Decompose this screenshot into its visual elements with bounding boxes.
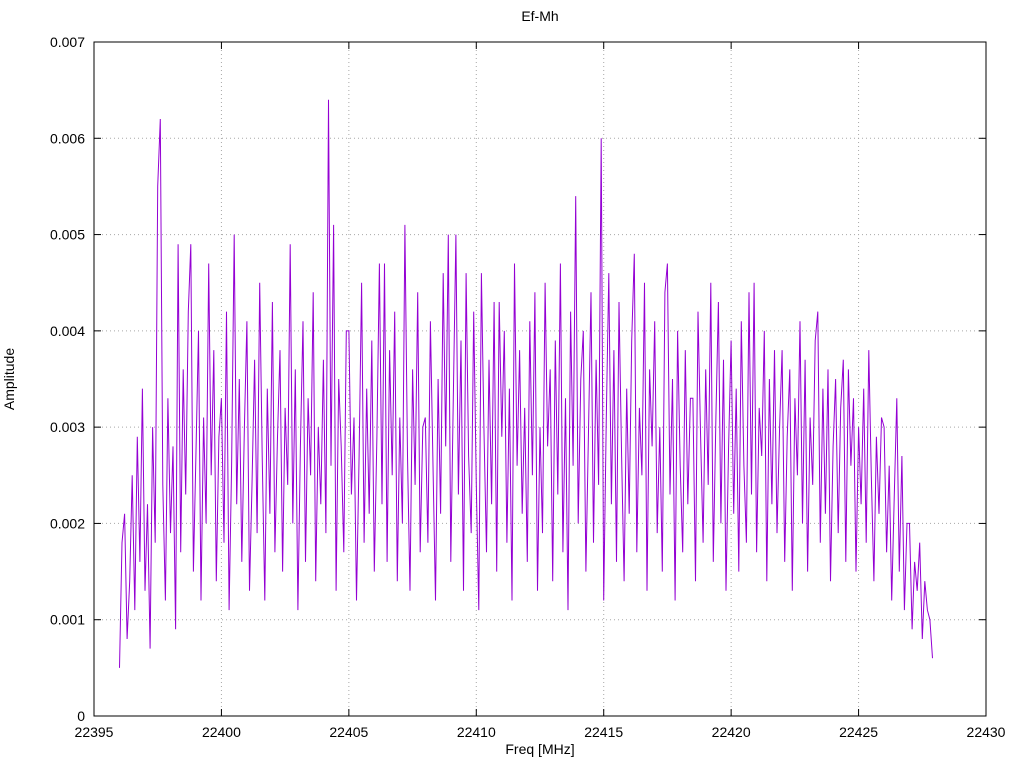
y-tick-label: 0.006: [50, 130, 85, 146]
signal-trace: [119, 99, 933, 668]
y-tick-label: 0.001: [50, 612, 85, 628]
y-tick-label: 0.004: [50, 323, 85, 339]
plot-frame: [93, 41, 987, 717]
grid-lines: [93, 41, 987, 717]
x-tick-label: 22420: [712, 724, 751, 740]
tick-labels: 22395 22400 22405 22410 22415 22420 22425 22430…: [50, 34, 1006, 740]
y-tick-label: 0.003: [50, 419, 85, 435]
x-tick-label: 22410: [457, 724, 496, 740]
x-tick-label: 22415: [584, 724, 623, 740]
y-tick-label: 0.007: [50, 34, 85, 50]
data-series: [119, 99, 933, 668]
y-tick-label: 0.005: [50, 227, 85, 243]
chart-title: Ef-Mh: [521, 8, 558, 24]
x-tick-label: 22405: [329, 724, 368, 740]
plot-border: [93, 41, 987, 717]
x-tick-label: 22425: [839, 724, 878, 740]
x-tick-label: 22400: [202, 724, 241, 740]
y-axis-label: Amplitude: [1, 348, 17, 410]
x-axis-label: Freq [MHz]: [505, 741, 574, 757]
y-tick-label: 0: [77, 708, 85, 724]
x-tick-label: 22395: [75, 724, 114, 740]
x-tick-label: 22430: [967, 724, 1006, 740]
y-tick-label: 0.002: [50, 515, 85, 531]
